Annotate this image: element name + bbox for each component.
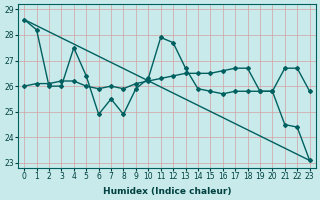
- X-axis label: Humidex (Indice chaleur): Humidex (Indice chaleur): [103, 187, 231, 196]
